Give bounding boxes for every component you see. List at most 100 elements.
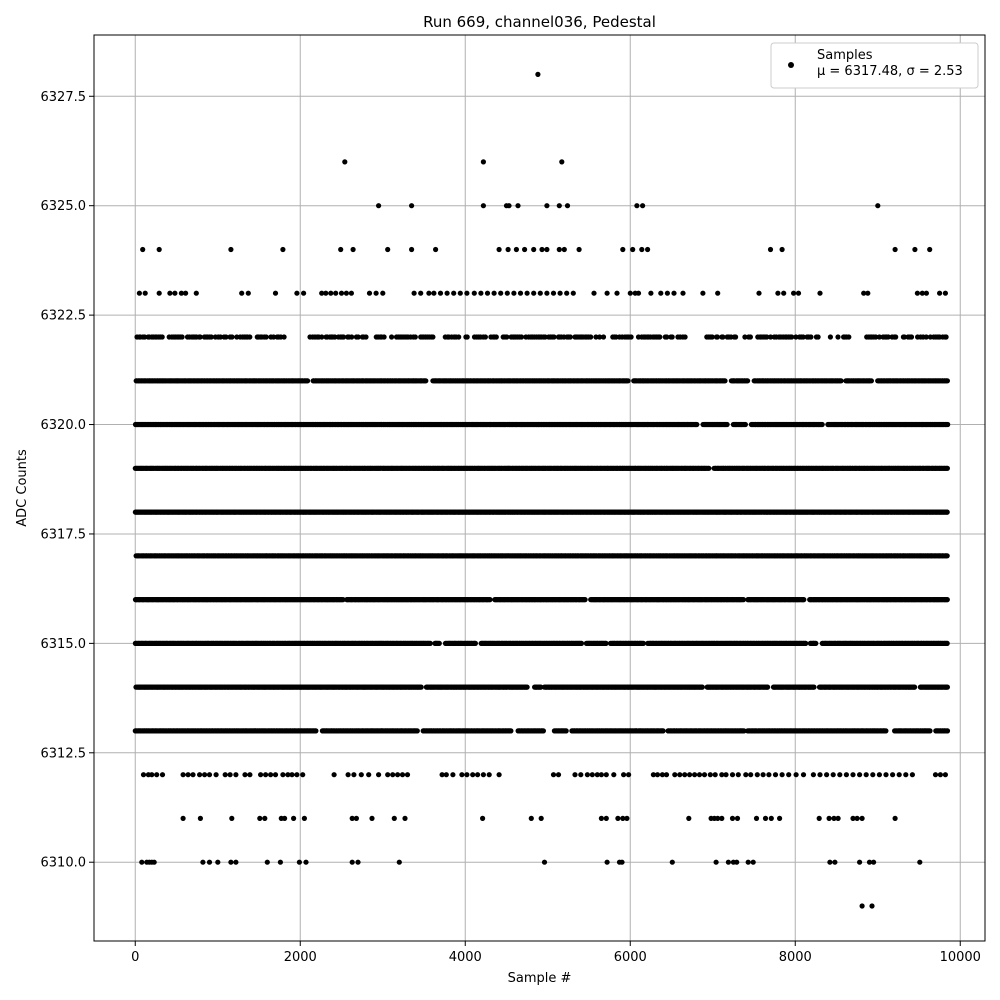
data-point bbox=[296, 859, 302, 865]
data-point bbox=[202, 772, 208, 778]
data-point bbox=[539, 246, 545, 253]
data-point bbox=[436, 640, 442, 647]
data-point bbox=[883, 772, 889, 778]
data-point bbox=[850, 815, 856, 822]
data-point bbox=[193, 290, 199, 296]
data-point bbox=[396, 859, 402, 865]
data-point bbox=[227, 772, 233, 778]
data-point bbox=[555, 772, 562, 778]
data-point bbox=[883, 728, 889, 734]
data-point bbox=[228, 246, 234, 253]
data-point bbox=[857, 772, 863, 778]
data-point bbox=[781, 290, 787, 296]
data-point bbox=[233, 772, 239, 778]
data-point bbox=[741, 728, 747, 734]
data-point bbox=[817, 290, 823, 296]
plot-area bbox=[94, 35, 985, 941]
data-point bbox=[443, 772, 449, 778]
data-point bbox=[544, 246, 550, 253]
data-point bbox=[504, 290, 510, 296]
data-point bbox=[729, 815, 736, 822]
data-point bbox=[866, 859, 873, 865]
data-point bbox=[348, 290, 354, 296]
data-point bbox=[531, 246, 537, 253]
data-point bbox=[719, 772, 725, 778]
data-point bbox=[598, 815, 605, 822]
data-point bbox=[185, 772, 191, 778]
data-point bbox=[896, 772, 902, 778]
data-point bbox=[611, 772, 617, 778]
data-point bbox=[247, 772, 253, 778]
data-point bbox=[268, 772, 274, 778]
data-point bbox=[654, 772, 661, 778]
data-point bbox=[682, 772, 688, 778]
data-point bbox=[892, 246, 898, 253]
data-point bbox=[624, 815, 630, 822]
data-point bbox=[300, 772, 306, 778]
data-point bbox=[942, 290, 949, 296]
data-point bbox=[875, 203, 881, 209]
data-point bbox=[524, 290, 530, 296]
data-point bbox=[890, 772, 896, 778]
data-point bbox=[151, 859, 157, 865]
data-points bbox=[132, 71, 951, 909]
data-point bbox=[180, 772, 186, 778]
data-point bbox=[564, 203, 571, 209]
data-point bbox=[589, 772, 595, 778]
data-point bbox=[843, 772, 850, 778]
data-point bbox=[767, 246, 774, 253]
data-point bbox=[753, 815, 760, 822]
data-point bbox=[149, 772, 155, 778]
data-point bbox=[876, 772, 883, 778]
data-point bbox=[190, 772, 196, 778]
data-point bbox=[824, 772, 830, 778]
data-point bbox=[779, 246, 785, 253]
data-point bbox=[464, 772, 470, 778]
data-point bbox=[837, 772, 843, 778]
data-point bbox=[817, 772, 823, 778]
data-point bbox=[484, 290, 491, 296]
data-point bbox=[376, 772, 382, 778]
data-point bbox=[550, 772, 557, 778]
data-point bbox=[540, 728, 547, 734]
data-point bbox=[559, 159, 565, 165]
data-point bbox=[459, 772, 465, 778]
data-point bbox=[672, 772, 678, 778]
data-point bbox=[557, 290, 563, 296]
data-point bbox=[480, 772, 486, 778]
data-point bbox=[228, 859, 234, 865]
data-point bbox=[658, 290, 664, 296]
data-point bbox=[505, 246, 511, 253]
data-point bbox=[831, 815, 837, 822]
data-point bbox=[664, 290, 671, 296]
data-point bbox=[570, 290, 576, 296]
data-point bbox=[786, 772, 792, 778]
data-point bbox=[865, 290, 871, 296]
data-point bbox=[522, 246, 528, 253]
data-point bbox=[927, 246, 933, 253]
data-point bbox=[385, 246, 391, 253]
data-point bbox=[282, 815, 288, 822]
data-point bbox=[486, 772, 492, 778]
data-point bbox=[779, 772, 785, 778]
data-point bbox=[513, 246, 520, 253]
data-point bbox=[826, 815, 832, 822]
data-point bbox=[289, 772, 295, 778]
data-point bbox=[366, 772, 372, 778]
data-point bbox=[756, 290, 762, 296]
data-point bbox=[183, 290, 189, 296]
data-point bbox=[409, 203, 415, 209]
data-point bbox=[614, 290, 620, 296]
data-point bbox=[478, 290, 484, 296]
data-point bbox=[659, 772, 666, 778]
data-point bbox=[576, 246, 582, 253]
data-point bbox=[517, 290, 524, 296]
data-point bbox=[734, 859, 740, 865]
data-point bbox=[919, 290, 925, 296]
data-point bbox=[345, 772, 351, 778]
data-point bbox=[373, 290, 379, 296]
data-point bbox=[457, 290, 463, 296]
data-point bbox=[917, 859, 923, 865]
data-point bbox=[578, 772, 584, 778]
data-point bbox=[541, 859, 548, 865]
